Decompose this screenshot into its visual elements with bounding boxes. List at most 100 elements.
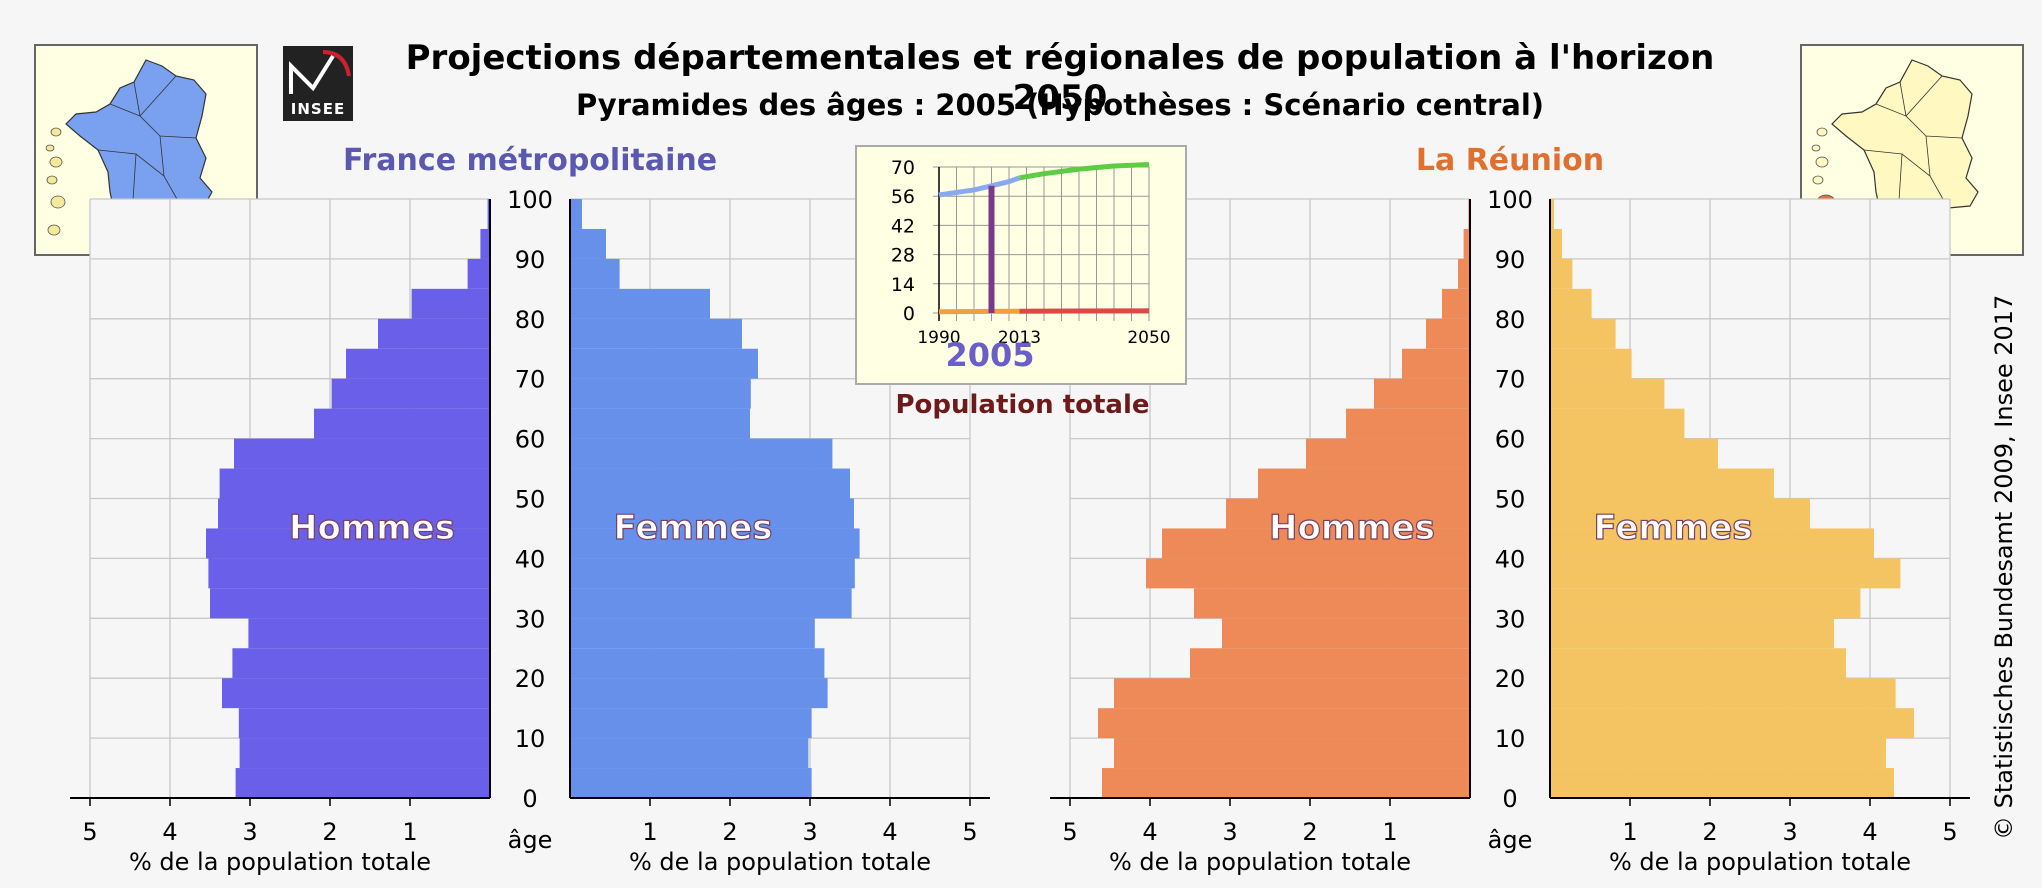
bar-hommes [234,438,490,469]
age-tick-label: 100 [1487,186,1533,214]
x-tick-label-right: 5 [962,818,977,846]
bar-femmes [570,768,812,798]
bar-femmes [570,528,860,559]
bar-hommes [1102,768,1470,798]
series-label-femmes: Femmes [1593,508,1752,548]
bar-hommes [378,318,490,349]
bar-femmes [1550,228,1562,259]
bar-femmes [1550,258,1573,289]
bar-femmes [1550,468,1774,499]
bar-femmes [1550,648,1846,679]
x-tick-label-left: 2 [322,818,337,846]
x-tick-label-left: 3 [242,818,257,846]
bar-hommes [1222,618,1470,649]
inset-line-france-projection [1019,161,1150,181]
bar-femmes [570,318,742,349]
x-tick-label-left: 5 [82,818,97,846]
bar-hommes [210,588,490,619]
inset-y-tick-label: 14 [891,274,915,296]
bar-hommes [218,498,490,529]
bar-hommes [480,228,490,259]
inset-population-chart: 0 14 28 42 56 70 1990 2013 2050 [855,145,1187,385]
x-tick-label-right: 2 [1702,818,1717,846]
inset-y-tick-label: 0 [903,303,915,325]
bar-femmes [570,438,833,469]
x-axis-label-right: % de la population totale [1609,848,1911,876]
page-subtitle: Pyramides des âges : 2005 (Hypothèses : … [575,88,1545,122]
age-tick-label: 80 [1495,306,1526,334]
bar-femmes [1550,618,1834,649]
bar-femmes [1550,288,1592,319]
inset-y-tick-label: 70 [891,157,915,179]
bar-femmes [570,558,855,589]
bar-hommes [1098,708,1470,739]
x-tick-label-right: 3 [802,818,817,846]
bar-hommes [235,768,490,798]
age-tick-label: 20 [515,665,546,693]
age-axis-label: âge [1488,826,1533,854]
bar-femmes [1550,738,1886,769]
bar-hommes [1226,498,1470,529]
inset-y-tick-label: 56 [891,186,915,208]
logo-text: INSEE [290,100,346,118]
bar-hommes [411,288,490,319]
bar-hommes [314,408,490,439]
x-tick-label-left: 1 [1382,818,1397,846]
inset-y-tick-label: 42 [891,215,915,237]
bar-femmes [570,408,750,439]
bar-femmes [1550,588,1861,619]
bar-femmes [570,738,809,769]
age-tick-label: 30 [515,605,546,633]
bar-hommes [1194,588,1470,619]
age-tick-label: 50 [515,486,546,514]
bar-hommes [206,528,490,559]
age-tick-label: 20 [1495,665,1526,693]
insee-logo-mark [289,50,351,94]
age-tick-label: 0 [1502,785,1517,813]
inset-year-label: 2005 [945,336,1035,374]
age-tick-label: 80 [515,306,546,334]
bar-femmes [570,648,825,679]
bar-hommes [1374,378,1470,409]
series-label-hommes: Hommes [289,508,455,548]
x-tick-label-left: 5 [1062,818,1077,846]
bar-femmes [1550,528,1874,559]
bar-hommes [238,708,490,739]
bar-hommes [346,348,490,379]
bar-hommes [1162,528,1470,559]
inset-line-france-past [938,175,1021,198]
x-tick-label-right: 3 [1782,818,1797,846]
bar-femmes [1550,708,1914,739]
bar-hommes [1114,738,1470,769]
inset-caption: Population totale [895,390,1150,420]
age-axis-label: âge [508,826,553,854]
x-axis-label-left: % de la population totale [1109,848,1411,876]
bar-hommes [1463,228,1470,259]
inset-svg: 0 14 28 42 56 70 1990 2013 2050 [891,157,1171,348]
x-tick-label-left: 2 [1302,818,1317,846]
x-tick-label-right: 1 [1622,818,1637,846]
age-tick-label: 70 [1495,366,1526,394]
bar-hommes [1346,408,1470,439]
age-tick-label: 100 [507,186,553,214]
bar-femmes [1550,498,1810,529]
bar-femmes [570,498,854,529]
x-tick-label-right: 4 [1862,818,1877,846]
inset-x-tick-label: 2013 [998,328,1041,348]
pyramid-1: 0 10 20 30 40 50 60 70 80 90 100 5 4 3 2 1 1 2 3 4 5 % de la … [1050,143,1970,876]
bar-hommes [219,468,490,499]
bar-femmes [570,468,850,499]
inset-x-tick-label: 1990 [917,328,960,348]
bar-hommes [331,378,490,409]
bar-hommes [1426,318,1470,349]
age-tick-label: 10 [515,725,546,753]
bar-femmes [570,348,758,379]
bar-hommes [248,618,490,649]
bar-femmes [1550,408,1685,439]
bar-hommes [208,558,490,589]
age-tick-label: 70 [515,366,546,394]
bar-femmes [570,618,815,649]
age-tick-label: 40 [515,545,546,573]
bar-femmes [1550,768,1894,798]
bar-femmes [570,708,812,739]
